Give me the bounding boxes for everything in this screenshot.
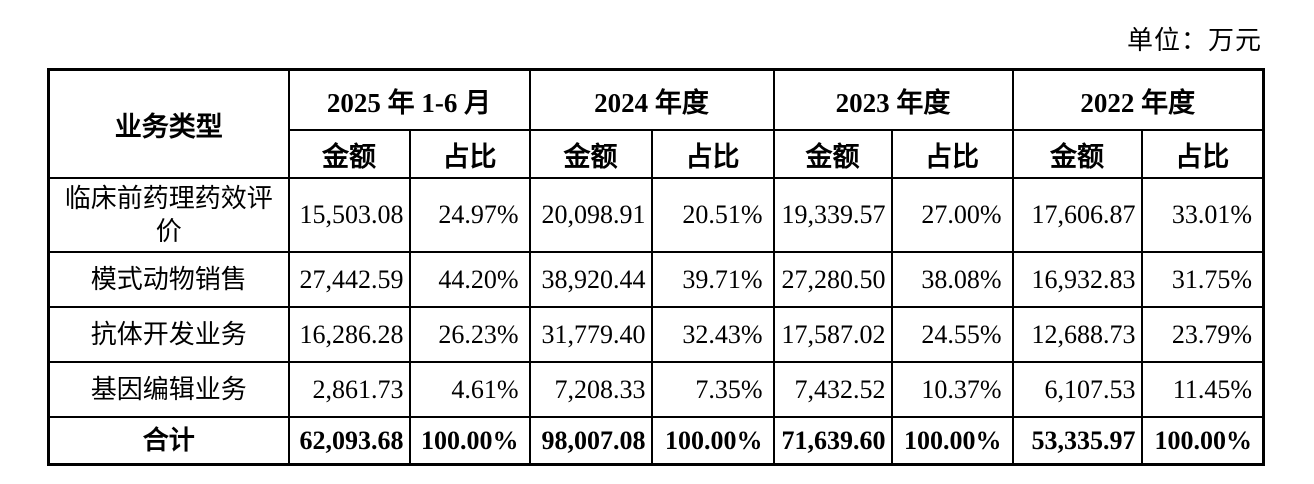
header-row-metrics: 金额 占比 金额 占比 金额 占比 金额 占比 [49,129,1265,179]
period-header-2025h1: 2025 年 1-6 月 [287,68,531,131]
ratio-cell: 23.79% [1140,306,1265,363]
amount-cell: 15,503.08 [287,177,411,253]
ratio-cell: 26.23% [408,306,531,363]
row-label: 基因编辑业务 [47,361,290,418]
amount-cell: 20,098.91 [528,177,653,253]
ratio-cell: 31.75% [1140,251,1265,308]
ratio-header-2022: 占比 [1140,129,1265,179]
table-row-gene-editing: 基因编辑业务 2,861.73 4.61% 7,208.33 7.35% 7,4… [47,361,1265,418]
ratio-header-2023: 占比 [890,129,1014,179]
amount-cell: 17,606.87 [1011,177,1143,253]
amount-cell: 7,432.52 [772,361,893,418]
amount-header-2023: 金额 [772,129,893,179]
ratio-cell: 38.08% [890,251,1014,308]
ratio-cell: 27.00% [890,177,1014,253]
unit-label: 单位：万元 [1126,26,1262,55]
amount-cell: 6,107.53 [1011,361,1143,418]
amount-cell: 7,208.33 [528,361,653,418]
total-amount-cell: 62,093.68 [287,416,411,466]
total-ratio-cell: 100.00% [1140,416,1265,466]
period-header-2023: 2023 年度 [772,68,1014,131]
amount-cell: 16,932.83 [1011,251,1143,308]
total-ratio-cell: 100.00% [890,416,1014,466]
ratio-cell: 10.37% [890,361,1014,418]
total-amount-cell: 71,639.60 [772,416,893,466]
ratio-cell: 39.71% [650,251,775,308]
amount-cell: 2,861.73 [287,361,411,418]
total-amount-cell: 53,335.97 [1011,416,1143,466]
ratio-header-2024: 占比 [650,129,775,179]
header-row-periods: 业务类型 2025 年 1-6 月 2024 年度 2023 年度 2022 年… [47,68,1265,179]
ratio-cell: 44.20% [408,251,531,308]
table-row-preclinical-evaluation: 临床前药理药效评价 15,503.08 24.97% 20,098.91 20.… [47,177,1265,253]
total-label: 合计 [47,416,290,466]
table-row-model-animal-sales: 模式动物销售 27,442.59 44.20% 38,920.44 39.71%… [47,251,1265,308]
amount-cell: 19,339.57 [772,177,893,253]
period-header-2022: 2022 年度 [1011,68,1265,131]
ratio-cell: 7.35% [650,361,775,418]
amount-cell: 12,688.73 [1011,306,1143,363]
row-label: 抗体开发业务 [47,306,290,363]
amount-cell: 27,280.50 [772,251,893,308]
ratio-cell: 4.61% [408,361,531,418]
total-ratio-cell: 100.00% [408,416,531,466]
amount-cell: 16,286.28 [287,306,411,363]
ratio-cell: 20.51% [650,177,775,253]
ratio-cell: 33.01% [1140,177,1265,253]
amount-header-2024: 金额 [528,129,653,179]
ratio-cell: 24.97% [408,177,531,253]
row-label: 模式动物销售 [47,251,290,308]
amount-header-2025h1: 金额 [287,129,411,179]
amount-cell: 38,920.44 [528,251,653,308]
ratio-cell: 24.55% [890,306,1014,363]
business-revenue-table: 业务类型 2025 年 1-6 月 2024 年度 2023 年度 2022 年… [47,68,1265,466]
ratio-cell: 32.43% [650,306,775,363]
amount-cell: 27,442.59 [287,251,411,308]
amount-cell: 31,779.40 [528,306,653,363]
amount-header-2022: 金额 [1011,129,1143,179]
table-row-total: 合计 62,093.68 100.00% 98,007.08 100.00% 7… [47,416,1265,466]
business-type-header: 业务类型 [47,68,290,179]
period-header-2024: 2024 年度 [528,68,775,131]
row-label: 临床前药理药效评价 [47,177,290,253]
total-ratio-cell: 100.00% [650,416,775,466]
ratio-header-2025h1: 占比 [408,129,531,179]
total-amount-cell: 98,007.08 [528,416,653,466]
table-row-antibody-development: 抗体开发业务 16,286.28 26.23% 31,779.40 32.43%… [47,306,1265,363]
ratio-cell: 11.45% [1140,361,1265,418]
amount-cell: 17,587.02 [772,306,893,363]
